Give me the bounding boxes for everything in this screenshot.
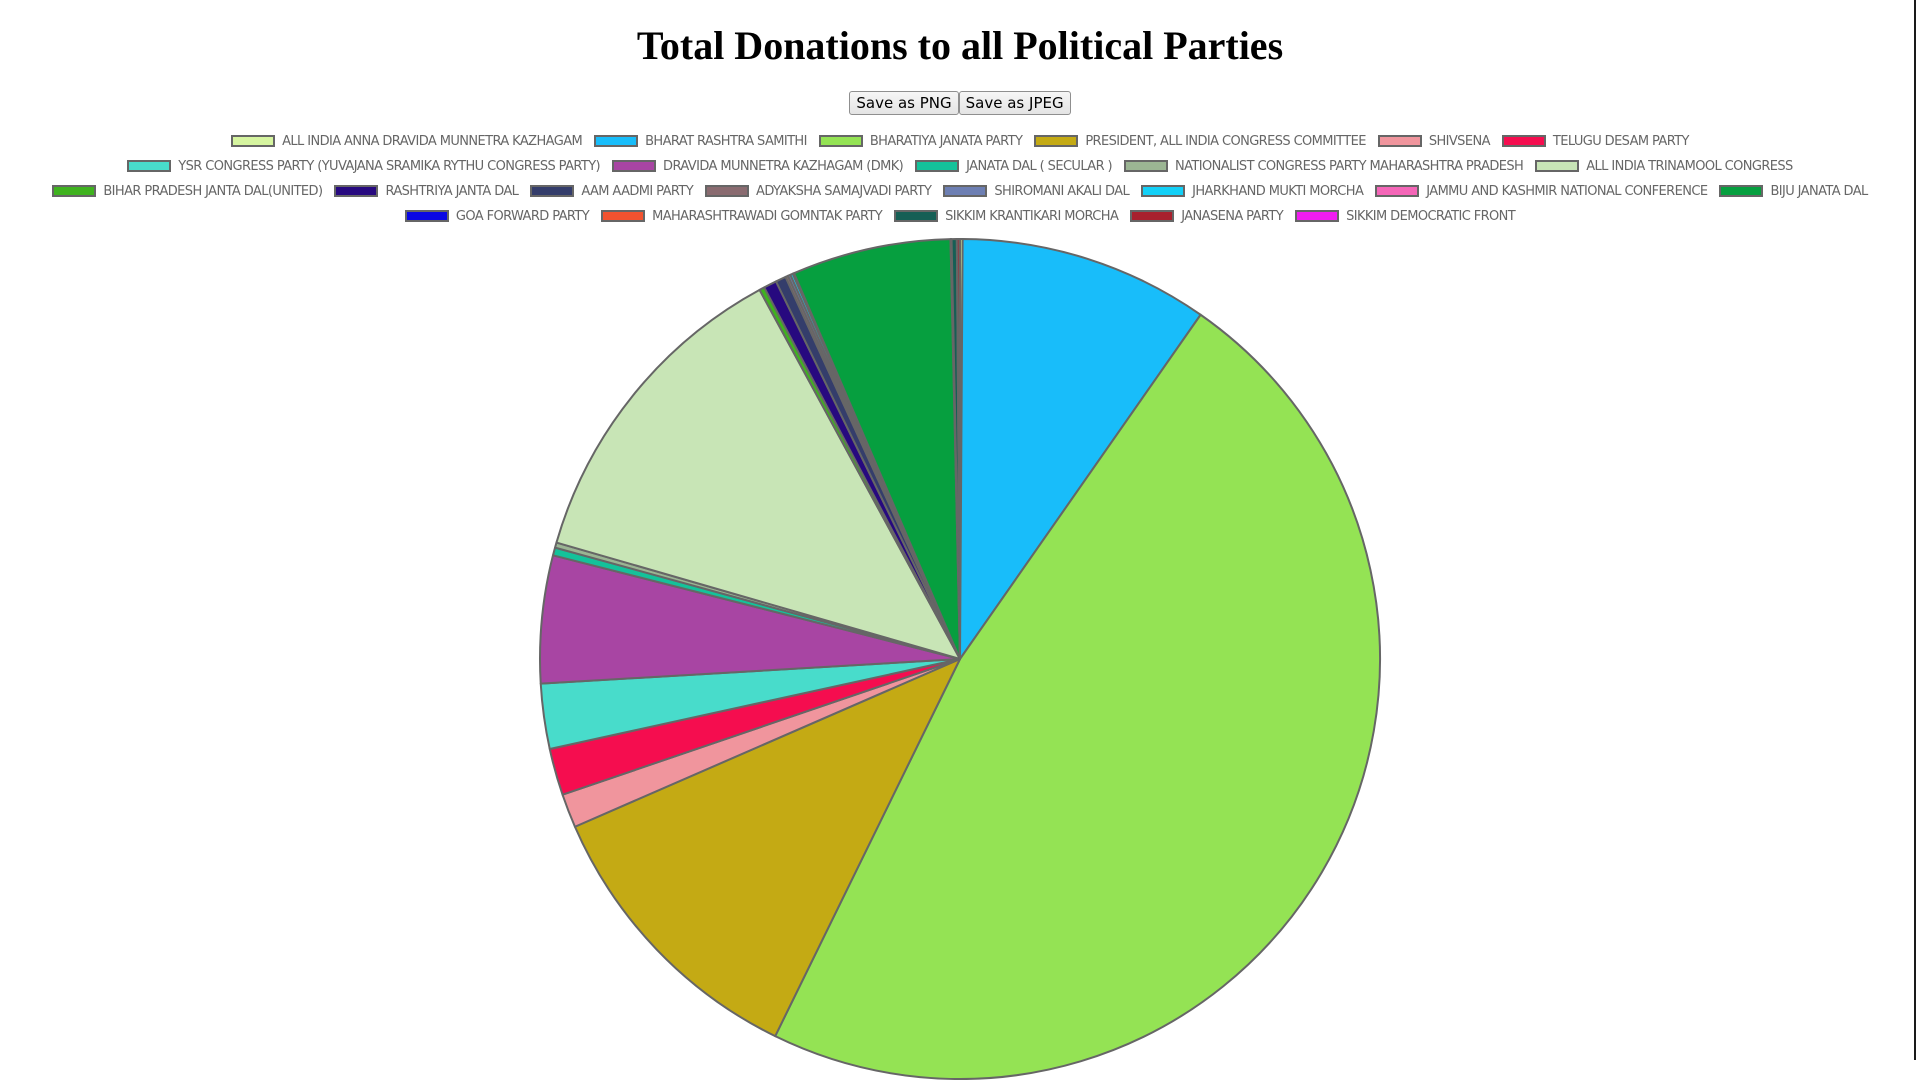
pie-slice[interactable]	[958, 237, 961, 660]
legend-label: PRESIDENT, ALL INDIA CONGRESS COMMITTEE	[1085, 133, 1366, 149]
legend-swatch	[334, 185, 379, 197]
legend-swatch	[1034, 135, 1079, 147]
legend-item[interactable]: BIJU JANATA DAL	[1719, 182, 1868, 200]
legend-label: SHIROMANI AKALI DAL	[994, 183, 1130, 199]
legend-item[interactable]: DRAVIDA MUNNETRA KAZHAGAM (DMK)	[612, 157, 904, 175]
legend-item[interactable]: JAMMU AND KASHMIR NATIONAL CONFERENCE	[1375, 182, 1708, 200]
legend-label: JANATA DAL ( SECULAR )	[966, 158, 1113, 174]
legend-swatch	[530, 185, 575, 197]
legend-item[interactable]: JHARKHAND MUKTI MORCHA	[1141, 182, 1364, 200]
legend-item[interactable]: BHARAT RASHTRA SAMITHI	[594, 132, 807, 150]
legend-label: JANASENA PARTY	[1181, 208, 1284, 224]
legend-swatch	[1295, 210, 1340, 222]
legend-swatch	[231, 135, 276, 147]
legend-swatch	[818, 135, 863, 147]
legend-label: BIHAR PRADESH JANTA DAL(UNITED)	[103, 183, 323, 199]
legend-label: GOA FORWARD PARTY	[455, 208, 590, 224]
legend-label: AAM AADMI PARTY	[581, 183, 694, 199]
legend-swatch	[1124, 160, 1169, 172]
legend-swatch	[1501, 135, 1546, 147]
legend-swatch	[601, 210, 646, 222]
legend-label: SIKKIM KRANTIKARI MORCHA	[945, 208, 1119, 224]
legend-label: NATIONALIST CONGRESS PARTY MAHARASHTRA P…	[1175, 158, 1524, 174]
pie-slice[interactable]	[573, 658, 961, 1038]
legend-item[interactable]: TELUGU DESAM PARTY	[1501, 132, 1690, 150]
legend-item[interactable]: AAM AADMI PARTY	[530, 182, 694, 200]
legend-item[interactable]: BIHAR PRADESH JANTA DAL(UNITED)	[52, 182, 323, 200]
legend-label: BHARAT RASHTRA SAMITHI	[645, 133, 807, 149]
legend-item[interactable]: MAHARASHTRAWADI GOMNTAK PARTY	[601, 207, 883, 225]
legend-label: ALL INDIA ANNA DRAVIDA MUNNETRA KAZHAGAM	[282, 133, 583, 149]
legend-label: SHIVSENA	[1428, 133, 1491, 149]
legend-item[interactable]: PRESIDENT, ALL INDIA CONGRESS COMMITTEE	[1034, 132, 1366, 150]
legend-item[interactable]: JANASENA PARTY	[1130, 207, 1284, 225]
legend-swatch	[1535, 160, 1580, 172]
legend-label: JHARKHAND MUKTI MORCHA	[1192, 183, 1364, 199]
scrollbar-edge	[1914, 0, 1916, 1060]
legend-item[interactable]: SIKKIM DEMOCRATIC FRONT	[1295, 207, 1516, 225]
legend-label: MAHARASHTRAWADI GOMNTAK PARTY	[652, 208, 883, 224]
legend-swatch	[1375, 185, 1420, 197]
legend-item[interactable]: ALL INDIA TRINAMOOL CONGRESS	[1535, 157, 1793, 175]
legend-swatch	[1130, 210, 1175, 222]
legend-label: YSR CONGRESS PARTY (YUVAJANA SRAMIKA RYT…	[178, 158, 601, 174]
pie-slice[interactable]	[793, 238, 961, 660]
legend-swatch	[612, 160, 657, 172]
legend-item[interactable]: SHIROMANI AKALI DAL	[943, 182, 1130, 200]
legend-item[interactable]: NATIONALIST CONGRESS PARTY MAHARASHTRA P…	[1124, 157, 1524, 175]
legend-swatch	[127, 160, 172, 172]
legend-label: JAMMU AND KASHMIR NATIONAL CONFERENCE	[1426, 183, 1708, 199]
legend-label: TELUGU DESAM PARTY	[1552, 133, 1690, 149]
export-toolbar: Save as PNG Save as JPEG	[0, 91, 1920, 115]
legend-item[interactable]: ADYAKSHA SAMAJVADI PARTY	[705, 182, 932, 200]
pie-slice[interactable]	[555, 288, 961, 660]
legend-swatch	[1141, 185, 1186, 197]
legend-item[interactable]: SIKKIM KRANTIKARI MORCHA	[894, 207, 1119, 225]
chart-title: Total Donations to all Political Parties	[636, 23, 1284, 68]
legend-swatch	[52, 185, 97, 197]
legend-item[interactable]: GOA FORWARD PARTY	[404, 207, 590, 225]
legend-label: ADYAKSHA SAMAJVADI PARTY	[756, 183, 932, 199]
pie-slice[interactable]	[774, 313, 1381, 1080]
legend-label: ALL INDIA TRINAMOOL CONGRESS	[1586, 158, 1793, 174]
legend-swatch	[705, 185, 750, 197]
legend-item[interactable]: YSR CONGRESS PARTY (YUVAJANA SRAMIKA RYT…	[127, 157, 601, 175]
legend-item[interactable]: RASHTRIYA JANTA DAL	[334, 182, 519, 200]
legend-swatch	[1719, 185, 1764, 197]
legend-item[interactable]: ALL INDIA ANNA DRAVIDA MUNNETRA KAZHAGAM	[231, 132, 583, 150]
chart-legend: ALL INDIA ANNA DRAVIDA MUNNETRA KAZHAGAM…	[40, 132, 1880, 225]
legend-item[interactable]: SHIVSENA	[1377, 132, 1491, 150]
legend-swatch	[594, 135, 639, 147]
legend-label: BHARATIYA JANATA PARTY	[869, 133, 1023, 149]
legend-label: RASHTRIYA JANTA DAL	[385, 183, 519, 199]
legend-swatch	[915, 160, 960, 172]
legend-swatch	[894, 210, 939, 222]
legend-label: SIKKIM DEMOCRATIC FRONT	[1346, 208, 1516, 224]
legend-item[interactable]: BHARATIYA JANATA PARTY	[818, 132, 1023, 150]
legend-swatch	[943, 185, 988, 197]
legend-swatch	[404, 210, 449, 222]
legend-item[interactable]: JANATA DAL ( SECULAR )	[915, 157, 1113, 175]
save-png-button[interactable]: Save as PNG	[849, 91, 959, 115]
pie-slice[interactable]	[959, 238, 1202, 660]
legend-swatch	[1377, 135, 1422, 147]
legend-label: DRAVIDA MUNNETRA KAZHAGAM (DMK)	[663, 158, 904, 174]
save-jpeg-button[interactable]: Save as JPEG	[958, 91, 1071, 115]
legend-label: BIJU JANATA DAL	[1770, 183, 1868, 199]
